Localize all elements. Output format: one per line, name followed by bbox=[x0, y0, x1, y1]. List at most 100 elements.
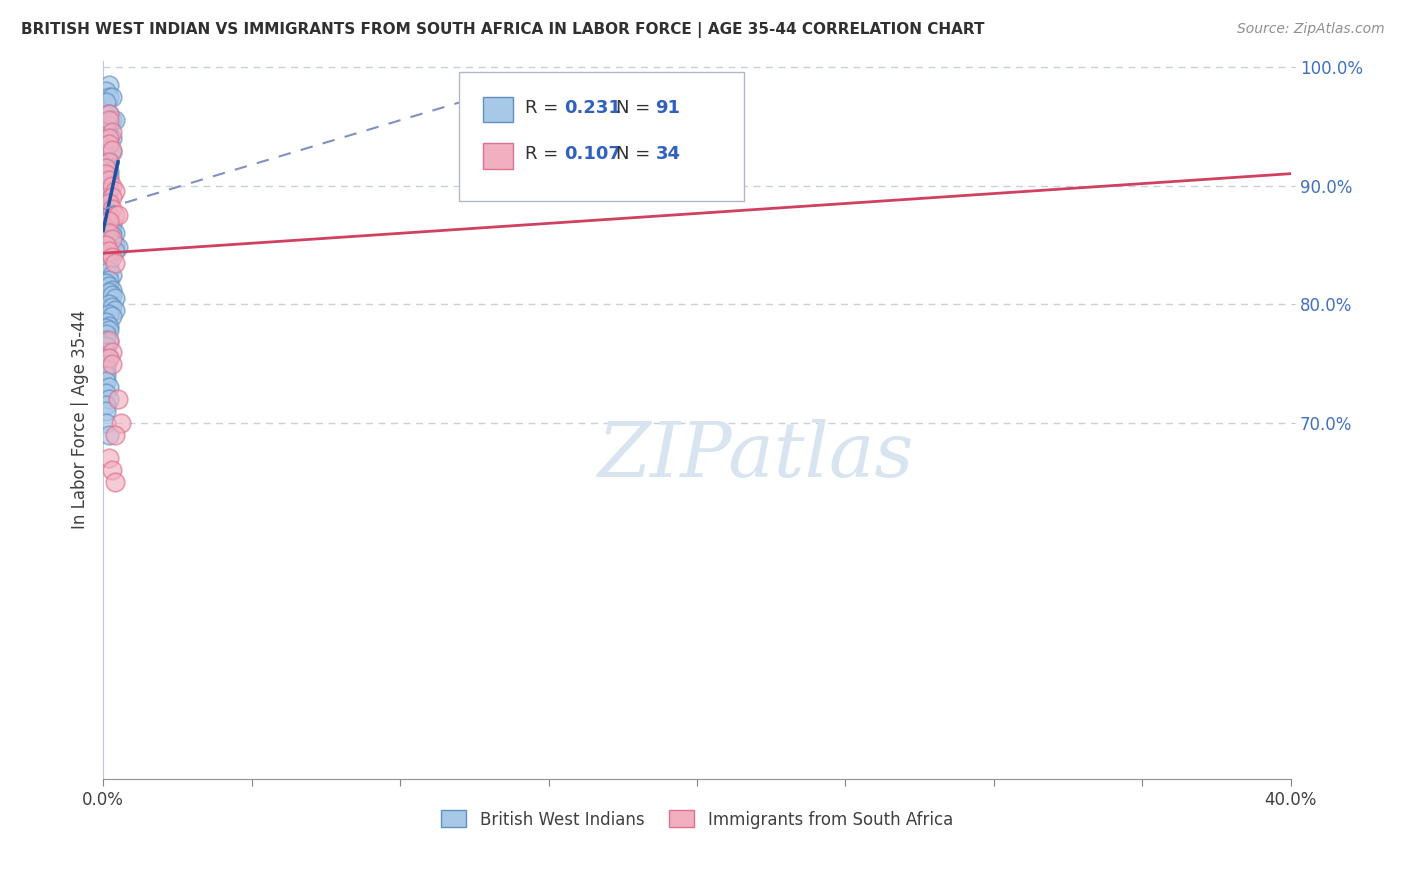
Point bbox=[94, 211, 117, 225]
Point bbox=[98, 232, 121, 246]
Point bbox=[94, 315, 117, 329]
Point bbox=[94, 202, 117, 217]
Point bbox=[98, 318, 121, 333]
Point bbox=[98, 172, 121, 186]
Text: ZIPatlas: ZIPatlas bbox=[598, 419, 915, 492]
Point bbox=[98, 131, 121, 145]
Point bbox=[94, 238, 117, 252]
Point bbox=[98, 226, 121, 240]
Point bbox=[101, 89, 124, 103]
Point bbox=[94, 181, 117, 195]
Point bbox=[94, 139, 117, 153]
FancyBboxPatch shape bbox=[460, 71, 745, 201]
Point bbox=[98, 154, 121, 169]
Point bbox=[94, 133, 117, 147]
Point bbox=[98, 214, 121, 228]
Point bbox=[98, 297, 121, 311]
Point bbox=[94, 247, 117, 261]
Point bbox=[94, 167, 117, 181]
Point bbox=[94, 95, 117, 110]
Point bbox=[98, 335, 121, 350]
Point bbox=[107, 208, 129, 222]
Point bbox=[101, 463, 124, 477]
Point bbox=[94, 339, 117, 353]
Point bbox=[104, 244, 127, 258]
Point bbox=[94, 200, 117, 214]
Point bbox=[98, 136, 121, 151]
Point bbox=[104, 303, 127, 318]
Point bbox=[98, 164, 121, 178]
Bar bbox=[484, 144, 513, 169]
Point bbox=[98, 323, 121, 337]
Point bbox=[98, 333, 121, 347]
Point bbox=[98, 392, 121, 406]
Text: N =: N = bbox=[616, 145, 657, 163]
Point bbox=[98, 259, 121, 273]
Point bbox=[94, 404, 117, 418]
Point bbox=[98, 143, 121, 157]
Point bbox=[98, 178, 121, 193]
Point bbox=[98, 244, 121, 258]
Point bbox=[94, 161, 117, 175]
Text: N =: N = bbox=[616, 99, 657, 117]
Point bbox=[101, 202, 124, 217]
Point bbox=[107, 392, 129, 406]
Point bbox=[101, 357, 124, 371]
Point bbox=[94, 204, 117, 219]
Point bbox=[98, 78, 121, 92]
Point bbox=[94, 321, 117, 335]
Point bbox=[98, 136, 121, 151]
Point bbox=[101, 228, 124, 243]
Point bbox=[94, 84, 117, 98]
Point bbox=[104, 475, 127, 490]
Point bbox=[94, 157, 117, 171]
Point bbox=[98, 131, 121, 145]
Point bbox=[94, 172, 117, 186]
Point bbox=[98, 351, 121, 365]
Point bbox=[101, 143, 124, 157]
Point bbox=[94, 252, 117, 266]
Point bbox=[98, 107, 121, 121]
Point bbox=[94, 416, 117, 430]
Point bbox=[94, 161, 117, 175]
Text: Source: ZipAtlas.com: Source: ZipAtlas.com bbox=[1237, 22, 1385, 37]
Point bbox=[98, 250, 121, 264]
Point bbox=[110, 416, 132, 430]
Point bbox=[98, 208, 121, 222]
Point bbox=[104, 291, 127, 305]
Point bbox=[98, 279, 121, 293]
Point bbox=[98, 451, 121, 466]
Point bbox=[98, 107, 121, 121]
Point bbox=[94, 398, 117, 412]
Point bbox=[101, 300, 124, 314]
Point bbox=[94, 368, 117, 383]
Point bbox=[94, 121, 117, 136]
Point bbox=[101, 224, 124, 238]
Point bbox=[104, 208, 127, 222]
Point bbox=[98, 380, 121, 394]
Point bbox=[94, 357, 117, 371]
Point bbox=[101, 250, 124, 264]
Point bbox=[98, 307, 121, 321]
Point bbox=[101, 283, 124, 297]
Point bbox=[98, 427, 121, 442]
Point bbox=[94, 188, 117, 202]
Point bbox=[101, 232, 124, 246]
Point bbox=[94, 190, 117, 204]
Point bbox=[94, 362, 117, 376]
Point bbox=[94, 375, 117, 389]
Point bbox=[94, 333, 117, 347]
Point bbox=[101, 178, 124, 193]
Point bbox=[101, 131, 124, 145]
Point bbox=[98, 89, 121, 103]
Point bbox=[98, 196, 121, 211]
Point bbox=[94, 125, 117, 139]
Point bbox=[104, 226, 127, 240]
Point bbox=[104, 238, 127, 252]
Bar bbox=[484, 97, 513, 122]
Text: R =: R = bbox=[524, 99, 564, 117]
Point bbox=[94, 326, 117, 341]
Point bbox=[98, 113, 121, 128]
Point bbox=[104, 113, 127, 128]
Point bbox=[98, 154, 121, 169]
